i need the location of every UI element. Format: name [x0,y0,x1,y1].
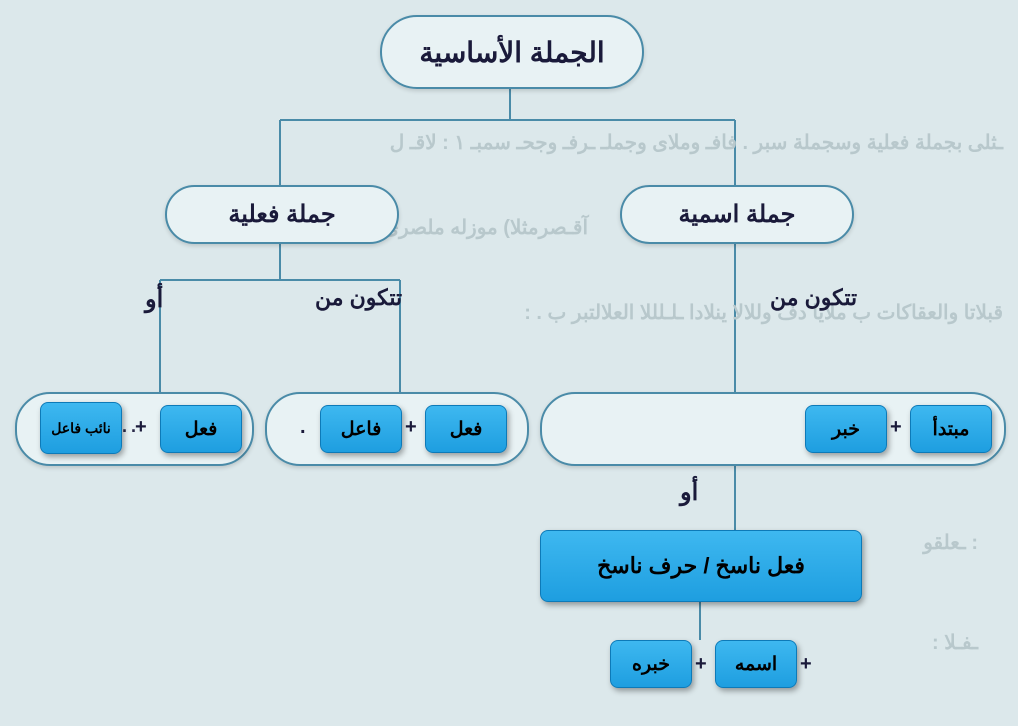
plus-1: + [890,416,902,439]
chip-verb-1: فعل [425,405,507,453]
chip-ismuhu: اسمه [715,640,797,688]
root-node: الجملة الأساسية [380,15,644,89]
chip-khabaruhu: خبره [610,640,692,688]
ghost-text-3: قبلاتا والعقاكات ب ملايا دف وللالا ينلاد… [524,300,1003,325]
label-consists-right: تتكون من [770,285,857,311]
dot-1: . [300,416,306,439]
chip-mobtada: مبتدأ [910,405,992,453]
plus-2: + [405,416,417,439]
label-or-left: أو [145,285,163,314]
ghost-text-4: : ـعلقو [923,530,978,555]
connector-lines [0,0,1018,726]
chip-verb-2: فعل [160,405,242,453]
chip-nasekh: فعل ناسخ / حرف ناسخ [540,530,862,602]
plus-5: + [695,653,707,676]
dots-1: .. [122,416,140,437]
plus-4: + [800,653,812,676]
chip-fael: فاعل [320,405,402,453]
chip-khabar: خبر [805,405,887,453]
label-consists-left: تتكون من [315,285,402,311]
label-or-right: أو [680,478,698,507]
ghost-text-5: ـفـلا : [932,630,978,655]
ghost-text-1: ـثلى بجملة فعلية وسجملة سبر . فافـ وملاى… [390,130,1003,155]
node-nominal: جملة اسمية [620,185,854,244]
node-verbal: جملة فعلية [165,185,399,244]
chip-naib: نائب فاعل [40,402,122,454]
